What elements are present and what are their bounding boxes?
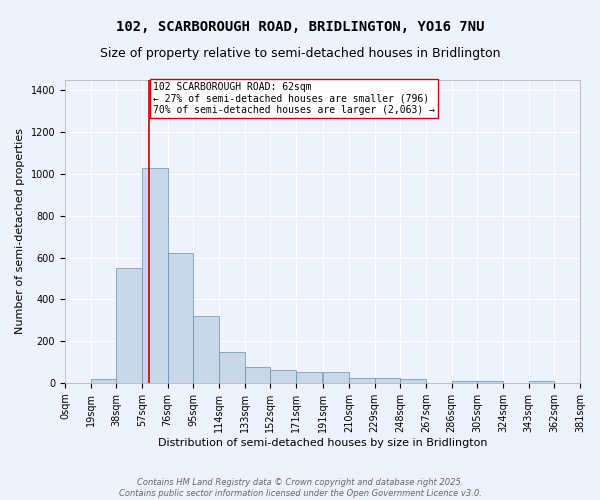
Bar xyxy=(400,378,426,383)
Bar xyxy=(116,268,142,383)
Bar xyxy=(271,370,296,383)
Bar xyxy=(529,381,554,383)
Bar xyxy=(167,254,193,383)
Bar xyxy=(452,381,477,383)
Bar xyxy=(323,372,349,383)
Bar xyxy=(477,381,503,383)
Text: 102 SCARBOROUGH ROAD: 62sqm
← 27% of semi-detached houses are smaller (796)
70% : 102 SCARBOROUGH ROAD: 62sqm ← 27% of sem… xyxy=(153,82,435,116)
Text: Size of property relative to semi-detached houses in Bridlington: Size of property relative to semi-detach… xyxy=(100,48,500,60)
Text: 102, SCARBOROUGH ROAD, BRIDLINGTON, YO16 7NU: 102, SCARBOROUGH ROAD, BRIDLINGTON, YO16… xyxy=(116,20,484,34)
Bar xyxy=(193,316,219,383)
Bar xyxy=(142,168,167,383)
Bar xyxy=(349,378,374,383)
Bar xyxy=(374,378,400,383)
Bar xyxy=(219,352,245,383)
Bar xyxy=(245,367,271,383)
Y-axis label: Number of semi-detached properties: Number of semi-detached properties xyxy=(15,128,25,334)
X-axis label: Distribution of semi-detached houses by size in Bridlington: Distribution of semi-detached houses by … xyxy=(158,438,487,448)
Bar xyxy=(296,372,322,383)
Bar xyxy=(91,378,116,383)
Text: Contains HM Land Registry data © Crown copyright and database right 2025.
Contai: Contains HM Land Registry data © Crown c… xyxy=(119,478,481,498)
